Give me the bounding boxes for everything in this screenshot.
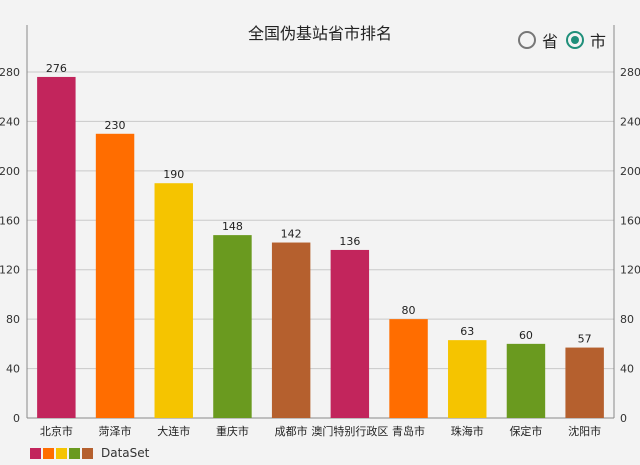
x-tick-label: 成都市 [275,424,308,438]
y-tick-label-left: 200 [0,165,20,178]
bar-value-label: 63 [460,325,474,338]
y-tick-label-left: 160 [0,214,20,227]
bar-value-label: 80 [402,304,416,317]
chart-title: 全国伪基站省市排名 [247,24,392,43]
bar [213,235,252,418]
x-tick-label: 重庆市 [216,424,249,438]
bar-value-label: 148 [222,220,243,233]
bar-value-label: 230 [105,119,126,132]
bar-value-label: 142 [281,228,302,241]
bar-value-label: 136 [339,235,360,248]
y-tick-label-right: 160 [620,214,640,227]
bar [389,319,428,418]
y-tick-label-left: 280 [0,66,20,79]
x-tick-label: 珠海市 [451,424,484,438]
x-tick-label: 大连市 [157,424,190,438]
y-tick-label-right: 0 [620,412,627,425]
legend-swatch [43,447,54,459]
province-radio-circle[interactable] [518,31,536,49]
y-tick-label-right: 120 [620,264,640,277]
city-radio-circle[interactable] [566,31,585,49]
bar-value-label: 276 [46,62,67,75]
y-tick-label-left: 80 [6,313,20,326]
y-tick-label-left: 240 [0,115,20,128]
city-radio[interactable]: 市 [566,28,606,52]
x-tick-label: 保定市 [509,424,542,438]
x-tick-label: 北京市 [40,424,73,438]
province-radio-label: 省 [542,32,559,51]
province-radio[interactable]: 省 [518,28,558,52]
bar [448,340,487,418]
legend-swatch [69,447,80,459]
bar-value-label: 190 [163,168,184,181]
bar [154,183,193,418]
y-tick-label-left: 0 [13,412,20,425]
x-tick-label: 澳门特别行政区 [311,424,388,438]
bar [95,133,135,419]
bar-value-label: 60 [519,329,533,342]
city-radio-label: 市 [590,32,607,51]
y-tick-label-right: 240 [620,115,640,128]
y-tick-label-right: 200 [620,165,640,178]
y-tick-label-left: 120 [0,264,20,277]
legend-swatch [30,447,41,459]
bar-value-label: 57 [578,333,592,346]
x-tick-label: 沈阳市 [568,424,601,438]
bar [506,343,546,418]
bar [565,347,604,418]
chart-legend: DataSet [30,446,149,460]
y-tick-label-right: 280 [620,66,640,79]
legend-swatch [56,447,67,459]
y-tick-label-right: 40 [620,363,634,376]
x-tick-label: 菏泽市 [99,424,132,438]
y-tick-label-left: 40 [6,363,20,376]
legend-swatch [82,447,93,459]
x-tick-label: 青岛市 [392,424,425,438]
bar [330,249,370,418]
y-tick-label-right: 80 [620,313,634,326]
scope-toggle: 省 市 [518,28,614,52]
bar [37,76,76,418]
bar [271,242,311,418]
legend-label: DataSet [101,446,150,460]
